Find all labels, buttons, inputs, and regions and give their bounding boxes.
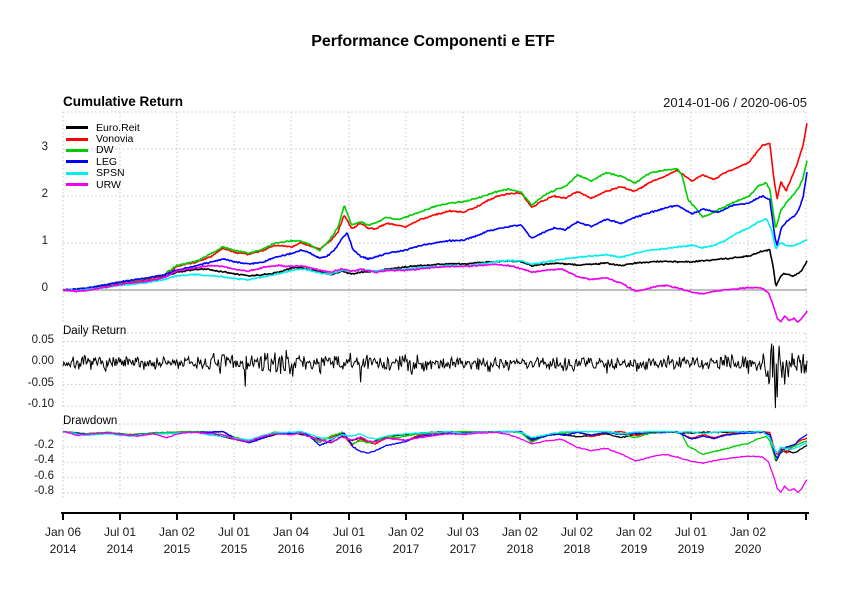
legend-label: DW (96, 144, 114, 157)
drawdown-panel-label: Drawdown (63, 415, 118, 427)
legend-item-urw: URW (66, 179, 140, 190)
x-tick-label: Jan 02 2020 (729, 525, 767, 556)
x-tick-label: Jul 01 2016 (332, 525, 365, 556)
chart-title: Performance Componenti e ETF (311, 33, 555, 50)
y-tick-label-cumulative: 0 (41, 282, 48, 294)
series-line-urw (63, 263, 808, 323)
chart-legend: Euro.Reit Vonovia DW LEG SPSN URW (66, 122, 140, 190)
legend-item-vonovia: Vonovia (66, 133, 140, 144)
daily-return-line (62, 343, 808, 409)
legend-label: URW (96, 178, 121, 191)
cumulative-return-header: Cumulative Return (63, 94, 184, 109)
y-tick-label-daily: -0.05 (27, 376, 54, 389)
legend-swatch (66, 171, 88, 175)
x-tick-label: Jan 02 2019 (616, 525, 653, 556)
legend-item-dw: DW (66, 145, 140, 156)
y-tick-label-drawdown: -0.8 (34, 485, 54, 498)
series-line-euro.reit (62, 248, 808, 291)
legend-swatch (66, 137, 88, 141)
x-tick-label: Jul 01 2015 (217, 525, 250, 556)
legend-label: Vonovia (96, 133, 134, 146)
legend-swatch (66, 183, 88, 187)
x-tick-label: Jan 02 2017 (387, 525, 424, 556)
x-tick-label: Jul 03 2017 (446, 525, 479, 556)
y-tick-label-cumulative: 1 (41, 235, 48, 247)
y-tick-label-daily: 0.00 (31, 355, 54, 367)
series-line-leg (62, 171, 808, 291)
legend-item-leg: LEG (66, 156, 140, 167)
date-range-label: 2014-01-06 / 2020-06-05 (663, 95, 807, 110)
legend-item-spsn: SPSN (66, 168, 140, 179)
y-tick-label-cumulative: 3 (41, 141, 48, 153)
y-tick-label-daily: 0.05 (31, 333, 54, 346)
legend-label: Euro.Reit (96, 121, 140, 134)
y-tick-label-drawdown: -0.6 (34, 469, 54, 482)
y-tick-label-drawdown: -0.2 (34, 438, 54, 451)
x-tick-label: Jan 02 2015 (158, 525, 195, 556)
x-tick-label: Jul 01 2014 (103, 525, 136, 556)
series-line-spsn (62, 217, 808, 292)
x-tick-label: Jan 04 2016 (273, 525, 310, 556)
x-tick-label: Jul 02 2018 (561, 525, 594, 556)
x-tick-label: Jan 02 2018 (502, 525, 539, 556)
x-tick-label: Jan 06 2014 (44, 525, 82, 556)
legend-swatch (66, 160, 88, 164)
x-tick-label: Jul 01 2019 (674, 525, 708, 556)
series-line-dw (62, 160, 808, 292)
legend-label: LEG (96, 155, 118, 168)
drawdown-line-urw (62, 430, 808, 493)
legend-label: SPSN (96, 167, 125, 180)
legend-swatch (66, 148, 88, 152)
legend-item-euro.reit: Euro.Reit (66, 122, 140, 133)
y-tick-label-cumulative: 2 (41, 188, 48, 200)
legend-swatch (66, 126, 88, 130)
y-tick-label-daily: -0.10 (27, 398, 54, 410)
y-tick-label-drawdown: -0.4 (34, 454, 54, 467)
daily-return-panel-label: Daily Return (63, 325, 127, 337)
